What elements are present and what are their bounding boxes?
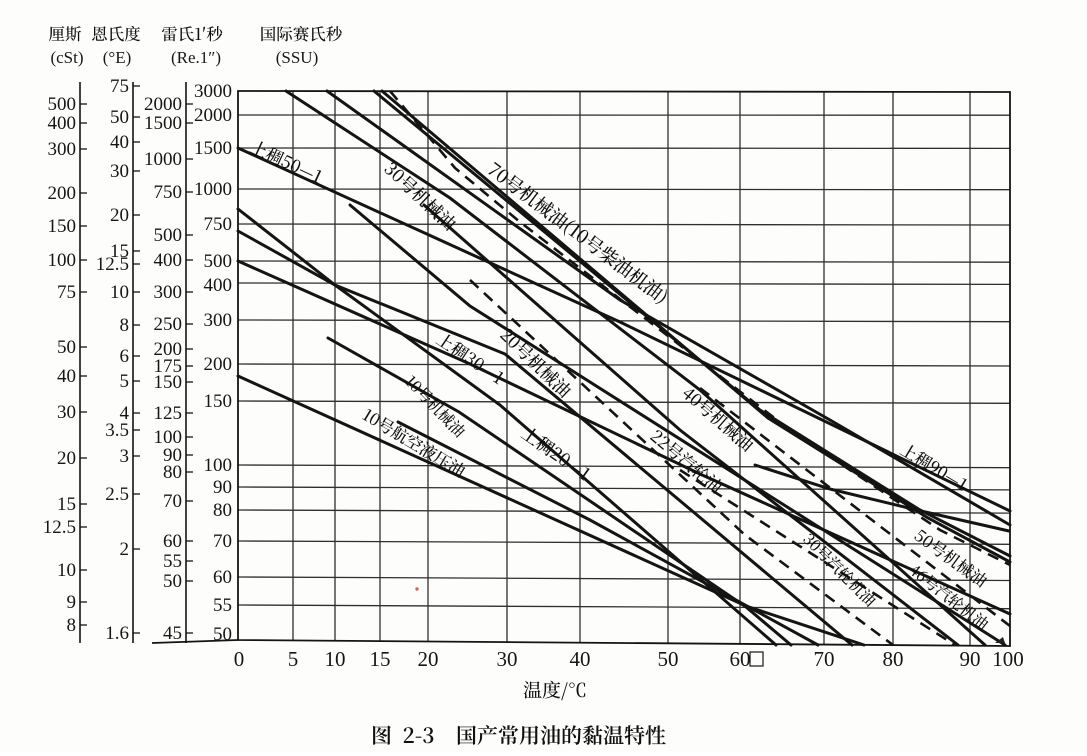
svg-text:60: 60 bbox=[213, 567, 232, 588]
svg-text:70: 70 bbox=[163, 491, 182, 512]
svg-text:50: 50 bbox=[163, 571, 182, 592]
svg-text:500: 500 bbox=[48, 94, 77, 115]
svg-text:3.5: 3.5 bbox=[105, 420, 129, 441]
svg-text:(Re.1″): (Re.1″) bbox=[171, 48, 221, 67]
svg-text:12.5: 12.5 bbox=[96, 254, 129, 275]
svg-text:3: 3 bbox=[120, 446, 130, 467]
svg-text:50: 50 bbox=[110, 107, 129, 128]
svg-text:6: 6 bbox=[120, 346, 130, 367]
svg-text:15: 15 bbox=[370, 647, 391, 671]
svg-text:55: 55 bbox=[213, 595, 232, 616]
svg-text:20: 20 bbox=[418, 647, 439, 671]
svg-text:8: 8 bbox=[67, 615, 77, 636]
svg-text:75: 75 bbox=[110, 76, 129, 97]
svg-text:100: 100 bbox=[204, 455, 233, 476]
svg-text:8: 8 bbox=[120, 315, 130, 336]
svg-text:125: 125 bbox=[154, 403, 183, 424]
svg-text:15: 15 bbox=[57, 494, 76, 515]
svg-text:300: 300 bbox=[48, 139, 77, 160]
svg-text:500: 500 bbox=[154, 225, 183, 246]
svg-text:(SSU): (SSU) bbox=[276, 48, 319, 67]
svg-text:5: 5 bbox=[288, 647, 299, 671]
svg-text:3000: 3000 bbox=[194, 81, 232, 102]
svg-text:90: 90 bbox=[960, 647, 981, 671]
svg-text:75: 75 bbox=[57, 282, 76, 303]
svg-text:500: 500 bbox=[204, 251, 233, 272]
svg-text:100: 100 bbox=[48, 250, 77, 271]
svg-text:100: 100 bbox=[992, 647, 1024, 671]
svg-text:45: 45 bbox=[163, 623, 182, 644]
svg-text:1.6: 1.6 bbox=[105, 623, 129, 644]
svg-text:55: 55 bbox=[163, 551, 182, 572]
svg-text:40: 40 bbox=[57, 366, 76, 387]
svg-text:50: 50 bbox=[658, 647, 679, 671]
svg-text:20: 20 bbox=[57, 448, 76, 469]
svg-text:30: 30 bbox=[110, 161, 129, 182]
svg-text:300: 300 bbox=[154, 282, 183, 303]
svg-text:20: 20 bbox=[110, 205, 129, 226]
svg-text:150: 150 bbox=[154, 372, 183, 393]
svg-text:30: 30 bbox=[497, 647, 518, 671]
svg-text:70: 70 bbox=[213, 531, 232, 552]
svg-text:2: 2 bbox=[120, 539, 130, 560]
svg-text:400: 400 bbox=[154, 250, 183, 271]
svg-text:70: 70 bbox=[814, 647, 835, 671]
svg-text:150: 150 bbox=[48, 216, 77, 237]
svg-text:10: 10 bbox=[57, 560, 76, 581]
svg-text:1500: 1500 bbox=[194, 138, 232, 159]
svg-text:750: 750 bbox=[204, 214, 233, 235]
svg-text:400: 400 bbox=[204, 275, 233, 296]
svg-text:40: 40 bbox=[110, 132, 129, 153]
svg-text:5: 5 bbox=[120, 371, 130, 392]
svg-text:12.5: 12.5 bbox=[43, 517, 76, 538]
svg-text:750: 750 bbox=[154, 182, 183, 203]
svg-text:200: 200 bbox=[204, 354, 233, 375]
svg-text:60: 60 bbox=[163, 531, 182, 552]
svg-text:10: 10 bbox=[110, 282, 129, 303]
svg-text:60: 60 bbox=[730, 647, 751, 671]
svg-text:1000: 1000 bbox=[144, 149, 182, 170]
svg-text:250: 250 bbox=[154, 314, 183, 335]
svg-text:1000: 1000 bbox=[194, 179, 232, 200]
svg-text:(cSt): (cSt) bbox=[50, 48, 83, 67]
svg-text:2.5: 2.5 bbox=[105, 484, 129, 505]
svg-text:90: 90 bbox=[213, 477, 232, 498]
svg-text:50: 50 bbox=[213, 624, 232, 645]
svg-text:40: 40 bbox=[570, 647, 591, 671]
svg-text:(°E): (°E) bbox=[103, 48, 132, 67]
svg-text:0: 0 bbox=[234, 647, 245, 671]
svg-text:150: 150 bbox=[204, 391, 233, 412]
svg-text:80: 80 bbox=[883, 647, 904, 671]
svg-text:50: 50 bbox=[57, 337, 76, 358]
svg-text:80: 80 bbox=[163, 462, 182, 483]
svg-text:10: 10 bbox=[325, 647, 346, 671]
svg-text:80: 80 bbox=[213, 500, 232, 521]
svg-text:30: 30 bbox=[57, 402, 76, 423]
svg-text:200: 200 bbox=[48, 183, 77, 204]
svg-text:2000: 2000 bbox=[194, 105, 232, 126]
svg-text:1500: 1500 bbox=[144, 113, 182, 134]
svg-text:400: 400 bbox=[48, 113, 77, 134]
svg-text:2000: 2000 bbox=[144, 94, 182, 115]
svg-text:300: 300 bbox=[204, 310, 233, 331]
svg-text:9: 9 bbox=[67, 592, 77, 613]
